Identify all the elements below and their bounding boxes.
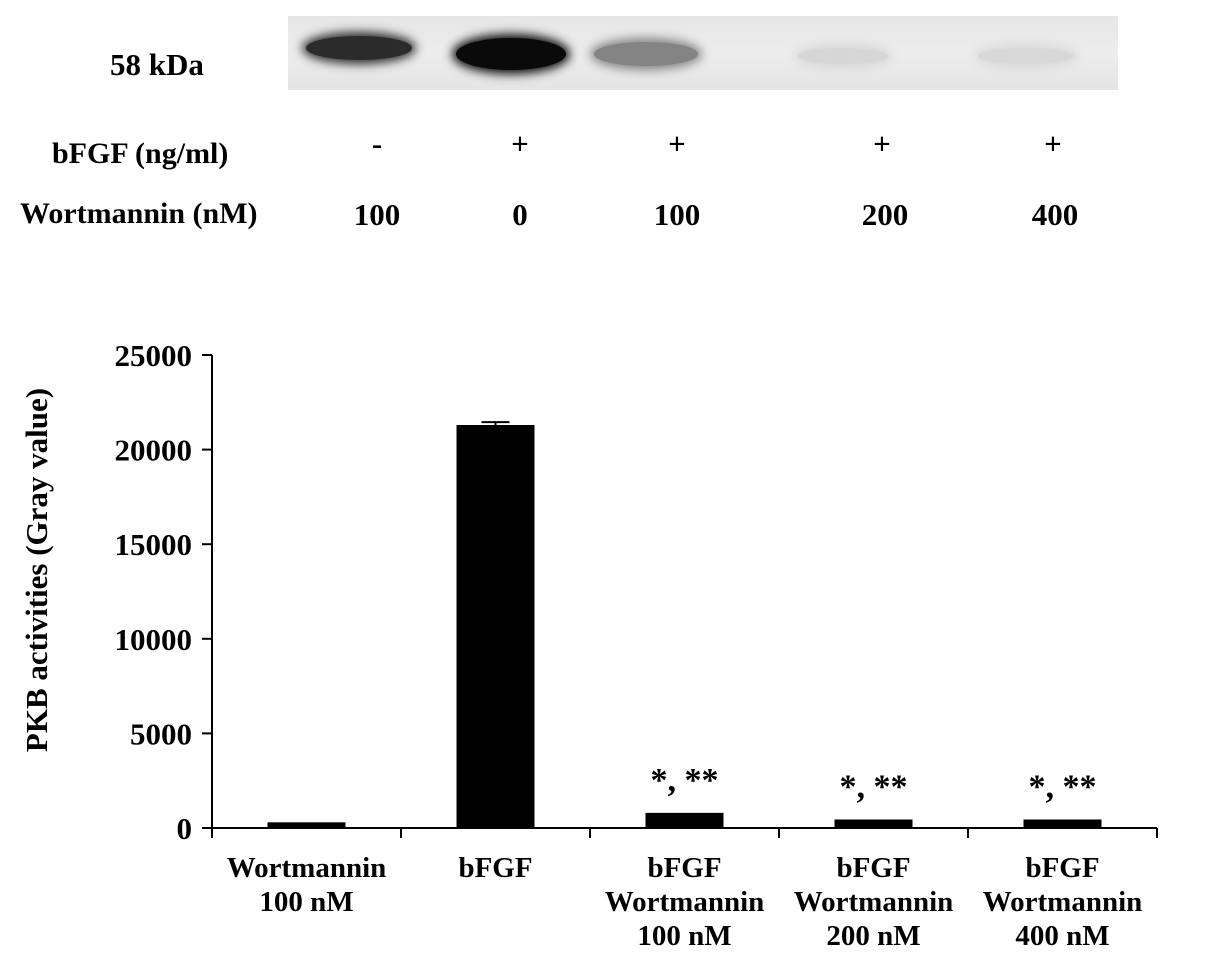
significance-annotation: *, ** <box>1029 768 1097 805</box>
western-blot-strip <box>288 16 1118 90</box>
y-axis-label: PKB activities (Gray value) <box>19 388 54 752</box>
x-category-label: bFGF <box>458 852 532 884</box>
x-category-label: Wortmannin <box>983 886 1143 918</box>
x-category-label: 100 nM <box>259 886 353 918</box>
bfgf-lane-2: + <box>511 126 529 161</box>
molecular-weight-label: 58 kDa <box>110 47 204 82</box>
x-category-label: Wortmannin <box>605 886 765 918</box>
y-tick-label: 25000 <box>115 338 193 373</box>
wortmannin-lane-1: 100 <box>353 197 401 232</box>
x-category-label: 100 nM <box>637 920 731 952</box>
wortmannin-lane-4: 200 <box>861 197 909 232</box>
wortmannin-lane-5: 400 <box>1031 197 1079 232</box>
x-category-label: Wortmannin <box>794 886 954 918</box>
bar <box>267 822 346 828</box>
significance-annotation: *, ** <box>840 768 908 805</box>
wortmannin-row-label: Wortmannin (nM) <box>20 197 258 230</box>
bar <box>456 425 535 828</box>
wortmannin-lane-2: 0 <box>512 197 528 232</box>
bfgf-lane-4: + <box>873 126 891 161</box>
bfgf-lane-5: + <box>1044 126 1062 161</box>
y-tick-label: 5000 <box>130 716 192 751</box>
x-category-label: bFGF <box>647 852 721 884</box>
significance-annotation: *, ** <box>651 762 719 799</box>
y-tick-label: 20000 <box>115 433 193 468</box>
bfgf-row-label: bFGF (ng/ml) <box>52 137 229 170</box>
blot-band <box>456 38 566 70</box>
bar <box>834 819 913 828</box>
blot-band <box>594 42 698 66</box>
blot-band <box>798 48 888 64</box>
x-category-label: bFGF <box>836 852 910 884</box>
blot-band <box>978 48 1074 64</box>
bar <box>1023 819 1102 828</box>
y-tick-label: 10000 <box>115 622 193 657</box>
x-category-label: Wortmannin <box>227 852 387 884</box>
y-tick-label: 15000 <box>115 527 193 562</box>
bfgf-lane-3: + <box>668 126 686 161</box>
y-tick-label: 0 <box>177 811 193 846</box>
x-category-label: bFGF <box>1025 852 1099 884</box>
x-category-label: 200 nM <box>826 920 920 952</box>
bar <box>645 812 724 828</box>
bfgf-lane-1: - <box>371 126 383 161</box>
wortmannin-lane-3: 100 <box>653 197 701 232</box>
blot-band <box>306 36 412 60</box>
x-category-label: 400 nM <box>1015 920 1109 952</box>
